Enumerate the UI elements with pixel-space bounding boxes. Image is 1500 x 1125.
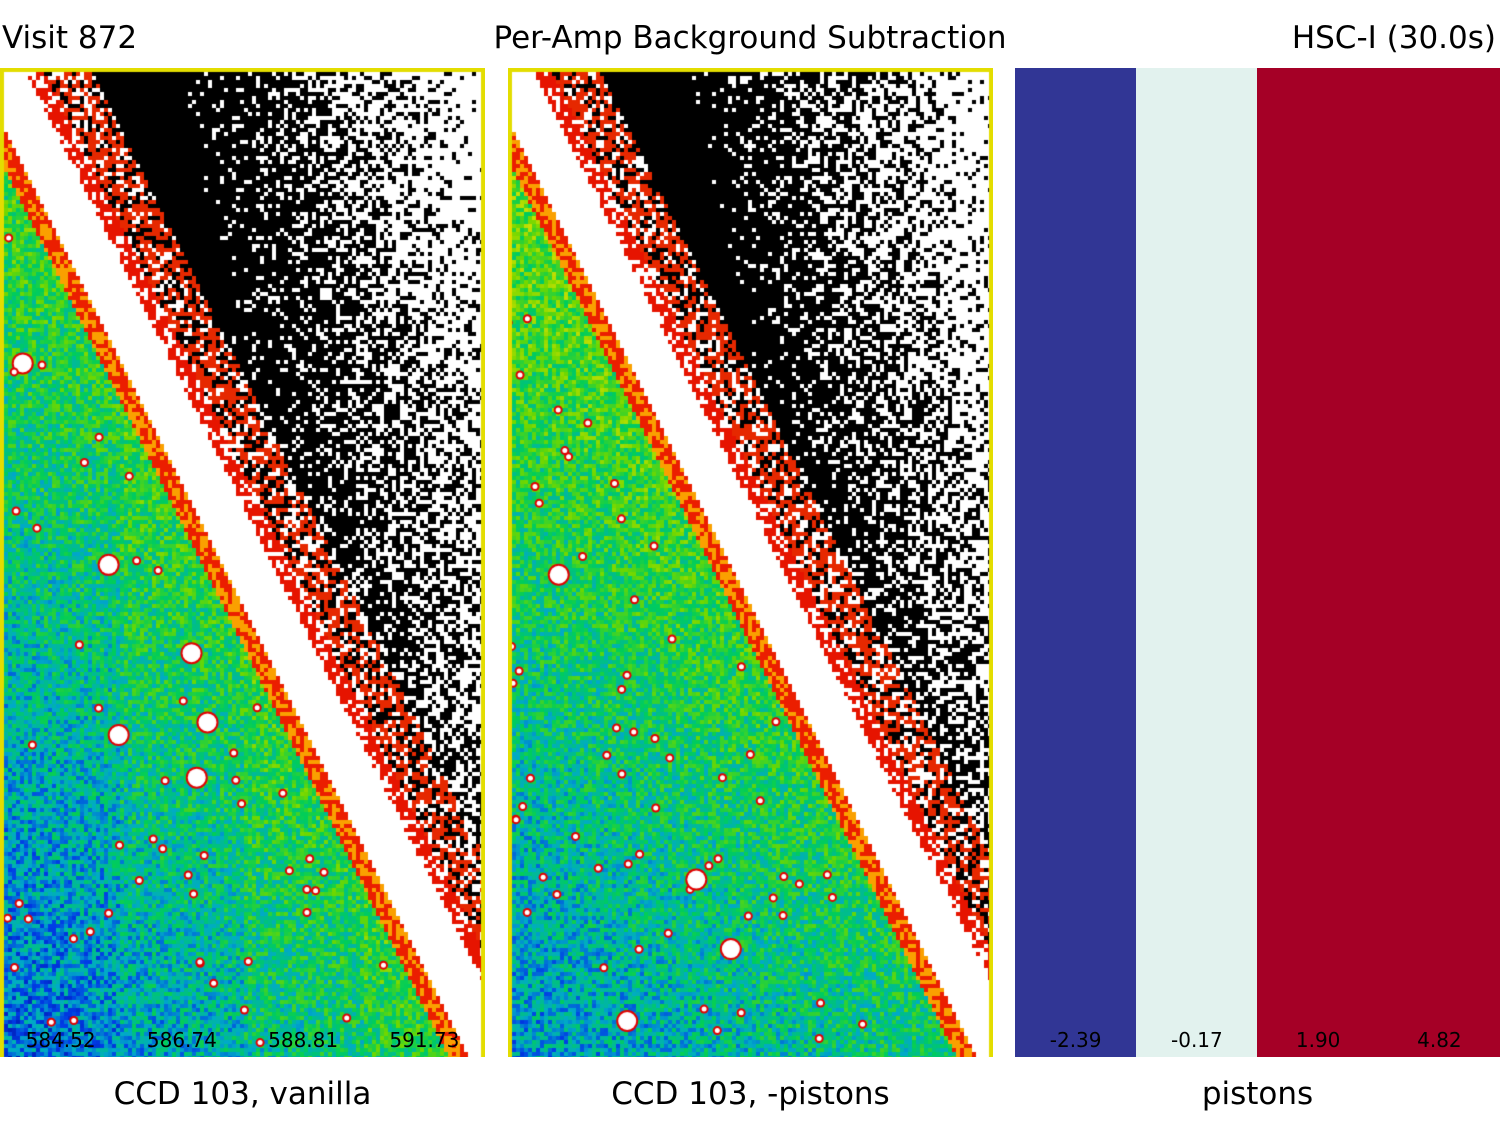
amp-value: -0.17 (1171, 1028, 1223, 1052)
ccd-image-vanilla: 584.52 586.74 588.81 591.73 (0, 68, 485, 1057)
amp-value: 4.82 (1417, 1028, 1462, 1052)
piston-column (1015, 68, 1136, 1057)
band-label: HSC-I (30.0s) (1291, 20, 1496, 56)
amp-value: 586.74 (146, 1028, 217, 1052)
amp-value: 1.90 (1295, 1028, 1341, 1052)
amp-value: -2.39 (1049, 1028, 1102, 1052)
piston-column (1257, 68, 1379, 1057)
amp-value: 588.81 (268, 1028, 339, 1052)
figure-title: Per-Amp Background Subtraction (493, 20, 1007, 56)
caption-vanilla: CCD 103, vanilla (113, 1076, 372, 1112)
amp-value: 584.52 (25, 1028, 96, 1052)
amp-values-vanilla: 584.52 586.74 588.81 591.73 (0, 1028, 485, 1052)
ccd-image-vanilla-pixels (0, 68, 485, 1057)
amp-values-pistons: -2.39 -0.17 1.90 4.82 (1015, 1028, 1500, 1052)
piston-map: -2.39 -0.17 1.90 4.82 (1015, 68, 1500, 1057)
ccd-image-pistons-subtracted (508, 68, 993, 1057)
caption-pistons-subtracted: CCD 103, -pistons (611, 1076, 890, 1112)
piston-column (1136, 68, 1257, 1057)
visit-label: Visit 872 (2, 20, 138, 56)
ccd-image-pistons-subtracted-pixels (508, 68, 993, 1057)
piston-column (1379, 68, 1500, 1057)
amp-value: 591.73 (389, 1028, 460, 1052)
caption-pistons: pistons (1201, 1076, 1314, 1112)
